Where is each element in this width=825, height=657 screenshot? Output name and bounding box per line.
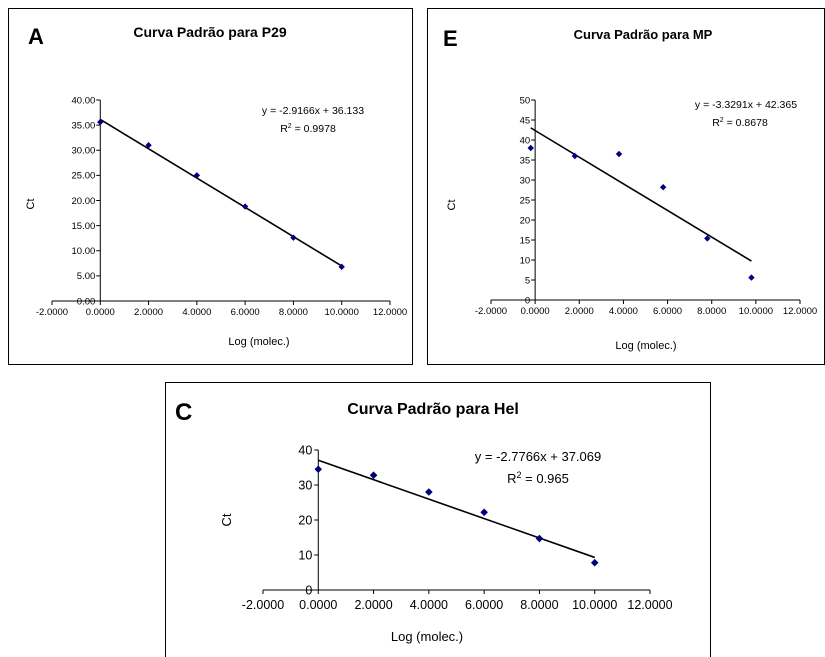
y-axis-label: Ct <box>446 200 458 211</box>
y-tick-label: 50 <box>520 95 531 106</box>
r-squared-label: R2 = 0.965 <box>507 470 569 486</box>
chart-panel-e: E Curva Padrão para MP Ct Log (molec.) y… <box>425 6 825 365</box>
x-tick-label: 12.0000 <box>783 306 817 317</box>
y-tick-label: 40.00 <box>72 95 96 106</box>
x-tick-label: 6.0000 <box>653 306 682 317</box>
x-tick-label: 12.0000 <box>627 598 672 612</box>
y-tick-label: 35.00 <box>72 120 96 131</box>
data-point <box>535 534 544 543</box>
data-point <box>425 488 433 496</box>
y-tick-label: 30.00 <box>72 146 96 157</box>
y-tick-label: 10.00 <box>72 246 96 257</box>
y-tick-label: 20 <box>520 215 531 226</box>
data-point <box>97 118 104 126</box>
data-point <box>590 558 599 567</box>
x-tick-label: 8.0000 <box>520 598 558 612</box>
x-tick-label: -2.0000 <box>475 306 507 317</box>
x-tick-label: -2.0000 <box>36 307 68 318</box>
y-tick-label: 5 <box>525 275 530 286</box>
trendline-equation: y = -2.7766x + 37.069 <box>475 449 601 464</box>
x-tick-label: 12.0000 <box>373 307 407 318</box>
y-tick-label: 5.00 <box>77 271 96 282</box>
panel-letter: A <box>28 24 44 49</box>
plot-area: 0.00 5.00 10.00 15.00 20.00 25.00 30.00 35.00 40… <box>36 95 407 318</box>
y-tick-label: 45 <box>520 115 531 126</box>
x-axis-label: Log (molec.) <box>228 336 289 348</box>
chart-panel-c: C Curva Padrão para Hel Ct Log (molec.) … <box>163 380 713 657</box>
x-tick-label: 2.0000 <box>565 306 594 317</box>
x-tick-label: 0.0000 <box>86 307 115 318</box>
y-tick-label: 10 <box>520 255 531 266</box>
chart-title: Curva Padrão para P29 <box>133 24 287 40</box>
x-axis-label: Log (molec.) <box>391 629 463 644</box>
x-tick-label: 0.0000 <box>521 306 550 317</box>
x-tick-label: 4.0000 <box>410 598 448 612</box>
panel-letter: C <box>175 399 192 426</box>
y-tick-label: 35 <box>520 155 531 166</box>
data-point <box>338 263 345 271</box>
x-tick-label: 8.0000 <box>697 306 726 317</box>
y-axis-label: Ct <box>219 513 234 526</box>
y-tick-label: 40 <box>520 135 531 146</box>
y-tick-label: 25 <box>520 195 531 206</box>
y-tick-label: 10 <box>298 548 312 562</box>
chart-title: Curva Padrão para Hel <box>347 401 519 418</box>
x-axis-label: Log (molec.) <box>615 340 676 352</box>
x-tick-label: -2.0000 <box>242 598 284 612</box>
y-tick-label: 15 <box>520 235 531 246</box>
chart-c-frame <box>165 382 711 657</box>
chart-e-frame <box>427 8 825 365</box>
y-tick-label: 30 <box>298 478 312 492</box>
y-axis-label: Ct <box>25 199 37 210</box>
r-squared-label: R2 = 0.8678 <box>712 117 768 129</box>
data-point <box>145 142 152 149</box>
data-point <box>527 144 534 152</box>
data-point <box>314 465 323 474</box>
y-tick-label: 20 <box>298 513 312 527</box>
chart-a-svg: A Curva Padrão para P29 Ct Log (molec.) … <box>8 8 413 365</box>
y-tick-label: 0 <box>525 295 530 306</box>
x-tick-label: 8.0000 <box>279 307 308 318</box>
y-tick-label: 15.00 <box>72 221 96 232</box>
x-tick-label: 4.0000 <box>609 306 638 317</box>
data-point <box>748 274 755 281</box>
y-tick-label: 20.00 <box>72 196 96 207</box>
trendline <box>318 459 595 559</box>
chart-title: Curva Padrão para MP <box>574 27 713 42</box>
x-tick-label: 10.0000 <box>325 307 359 318</box>
data-point <box>480 508 488 517</box>
y-tick-label: 25.00 <box>72 171 96 182</box>
trendline <box>99 118 343 267</box>
chart-panel-a: A Curva Padrão para P29 Ct Log (molec.) … <box>0 0 415 365</box>
y-tick-label: 0.00 <box>77 296 96 307</box>
data-point <box>369 471 378 479</box>
x-tick-label: 6.0000 <box>231 307 260 318</box>
data-point <box>193 172 201 179</box>
x-tick-label: 6.0000 <box>465 598 503 612</box>
panel-letter: E <box>443 26 458 51</box>
data-point <box>241 203 249 210</box>
y-tick-label: 40 <box>298 443 312 457</box>
trendline-equation: y = -3.3291x + 42.365 <box>695 99 797 111</box>
chart-c-svg: C Curva Padrão para Hel Ct Log (molec.) … <box>165 382 711 657</box>
plot-area: 0 10 20 30 40 -2.0000 0.0000 2.0000 4.0000 6.0000… <box>242 443 673 612</box>
chart-e-svg: E Curva Padrão para MP Ct Log (molec.) y… <box>427 8 825 365</box>
x-tick-label: 2.0000 <box>134 307 163 318</box>
x-tick-label: 2.0000 <box>354 598 392 612</box>
data-point <box>615 150 623 158</box>
trendline-equation: y = -2.9166x + 36.133 <box>262 105 364 117</box>
r-squared-label: R2 = 0.9978 <box>280 123 336 135</box>
data-point <box>290 234 297 241</box>
x-tick-label: 4.0000 <box>182 307 211 318</box>
y-tick-label: 30 <box>520 175 531 186</box>
y-tick-label: 0 <box>305 583 312 597</box>
trendline <box>530 127 752 262</box>
x-tick-label: 0.0000 <box>299 598 337 612</box>
x-tick-label: 10.0000 <box>572 598 617 612</box>
x-tick-label: 10.0000 <box>739 306 773 317</box>
